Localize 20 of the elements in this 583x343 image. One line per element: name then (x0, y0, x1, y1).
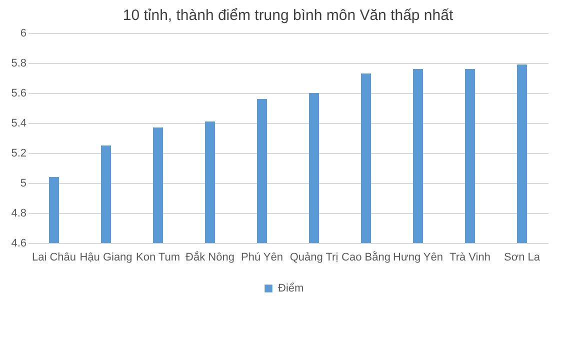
x-tick-label: Đắk Nông (186, 250, 234, 264)
x-tick-label: Phú Yên (240, 252, 284, 264)
y-tick-label: 5.4 (11, 118, 26, 130)
chart-title: 10 tỉnh, thành điểm trung bình môn Văn thấp nhất (122, 7, 454, 24)
y-tick-label: 5.6 (11, 88, 26, 100)
x-tick-label: Kon Tum (136, 252, 180, 264)
legend-label: Điểm (278, 282, 304, 294)
y-tick-label: 4.6 (11, 238, 26, 250)
x-tick-label: Hưng Yên (393, 252, 443, 264)
x-tick-label: Quảng Trị (290, 252, 338, 264)
y-tick-label: 5.8 (11, 58, 26, 70)
y-tick-label: 5.2 (11, 148, 26, 160)
x-tick-label: Lai Châu (32, 252, 76, 264)
y-tick-label: 4.8 (11, 208, 26, 220)
x-tick-label: Hậu Giang (80, 252, 132, 264)
x-tick-label: Cao Bằng (342, 250, 390, 264)
x-tick-label: Trà Vinh (450, 252, 490, 264)
x-tick-label: Sơn La (504, 252, 541, 264)
y-tick-label: 5 (20, 178, 26, 190)
y-tick-label: 6 (20, 28, 26, 40)
